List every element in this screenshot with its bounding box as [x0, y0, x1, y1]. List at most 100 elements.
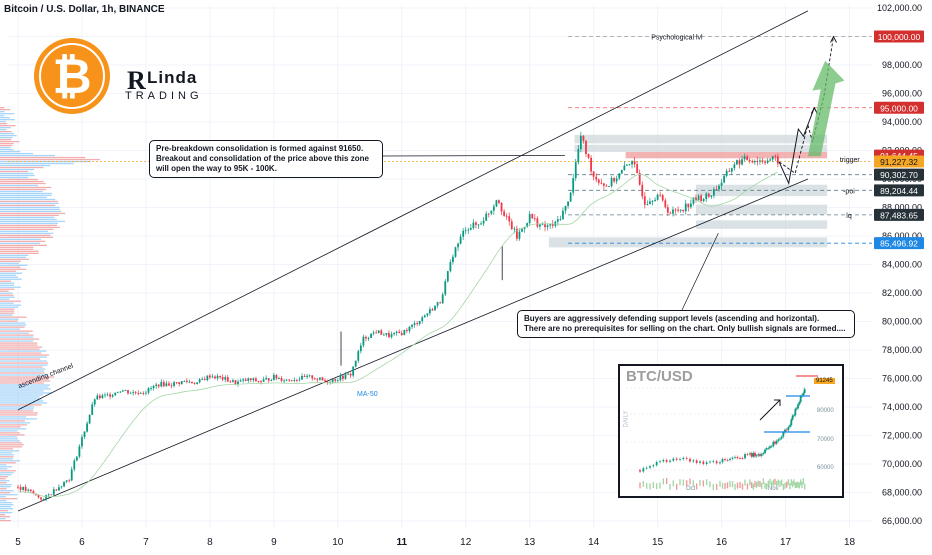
price-tag	[874, 184, 924, 197]
candle-body	[86, 423, 88, 432]
profile-bar	[0, 494, 18, 496]
candle-body	[249, 378, 252, 381]
candle-body	[388, 333, 390, 338]
profile-bar	[0, 136, 13, 139]
profile-bar	[0, 280, 11, 282]
annotation-label: MA-50	[357, 391, 378, 398]
candle-body	[736, 160, 738, 165]
profile-bar	[0, 516, 11, 518]
profile-bar	[0, 412, 38, 414]
candle-body	[654, 199, 656, 201]
candle-body	[723, 175, 726, 183]
inset-volume	[662, 478, 665, 485]
profile-bar	[0, 306, 19, 308]
liquidity-zone-1	[695, 204, 828, 215]
candle-body	[47, 494, 50, 496]
profile-bar	[0, 510, 9, 512]
candle-body	[610, 178, 613, 187]
y-tick-label: 80,000.00	[882, 317, 922, 327]
candle-body	[638, 173, 641, 185]
inset-candle	[799, 396, 802, 403]
inset-candle	[772, 441, 775, 447]
profile-bar	[0, 260, 21, 262]
candle-body	[229, 381, 232, 383]
profile-bar	[0, 234, 51, 237]
inset-volume	[757, 480, 760, 487]
candle-body	[669, 212, 672, 214]
profile-bar	[0, 350, 47, 352]
profile-bar	[0, 246, 34, 248]
price-tag-label: 90,302.70	[880, 170, 918, 180]
candle-body	[608, 186, 610, 187]
profile-bar	[0, 212, 66, 215]
candle-body	[73, 460, 76, 470]
candle-body	[52, 489, 55, 495]
price-axis: 66,000.00 68,000.00 70,000.00 72,000.00 74,0…	[872, 0, 932, 550]
candle-body	[262, 379, 265, 382]
inset-volume	[739, 481, 741, 488]
profile-bar	[0, 518, 6, 520]
inset-candle	[642, 468, 645, 472]
inset-candle	[802, 392, 805, 396]
profile-bar	[0, 406, 34, 408]
profile-bar	[0, 232, 54, 235]
inset-volume	[780, 479, 783, 486]
inset-arrow-icon	[759, 399, 781, 421]
inset-candle	[665, 459, 668, 462]
callout-line: Pre-breakdown consolidation is formed ag…	[156, 144, 364, 153]
inset-candle	[767, 448, 770, 449]
candle-body	[623, 165, 626, 170]
inset-volume	[724, 483, 726, 490]
candle-body	[523, 226, 526, 229]
profile-bar	[0, 214, 59, 217]
candle-body	[733, 164, 736, 169]
candle-body	[521, 228, 523, 232]
inset-candle	[645, 467, 648, 469]
profile-bar	[0, 332, 29, 334]
inset-volume	[744, 479, 746, 486]
profile-bar	[0, 154, 56, 157]
candle-body	[549, 223, 552, 226]
profile-bar	[0, 184, 39, 187]
profile-bar	[0, 434, 25, 436]
price-tag-label: 100,000.00	[878, 32, 921, 42]
candle-body	[503, 211, 506, 216]
profile-bar	[0, 276, 18, 278]
inset-candle	[785, 429, 788, 431]
candle-body	[679, 209, 682, 211]
profile-bar	[0, 488, 7, 490]
inset-volume	[659, 482, 661, 489]
candle-body	[585, 140, 587, 154]
candle-body	[516, 228, 518, 239]
candle-body	[285, 379, 288, 381]
profile-bar	[0, 204, 56, 207]
candle-body	[477, 224, 480, 226]
profile-bar	[0, 186, 52, 189]
inset-candle	[649, 466, 651, 468]
profile-bar	[0, 224, 58, 227]
y-tick-label: 68,000.00	[882, 488, 922, 498]
profile-bar	[0, 364, 48, 366]
profile-bar	[0, 230, 48, 233]
candle-body	[539, 224, 541, 227]
inset-candle	[750, 453, 753, 457]
inset-volume	[750, 482, 753, 489]
candle-body	[600, 182, 603, 184]
x-tick-label: 10	[332, 537, 344, 548]
inset-candle	[765, 448, 768, 450]
profile-bar	[0, 142, 14, 145]
inset-candle	[724, 459, 726, 460]
candle-body	[480, 223, 482, 225]
candle-body	[730, 168, 733, 172]
profile-bar	[0, 250, 39, 252]
price-tag-label: 87,483.65	[880, 210, 918, 220]
profile-bar	[0, 322, 26, 324]
profile-bar	[0, 248, 34, 250]
candle-body	[769, 159, 772, 161]
candle-body	[375, 332, 378, 334]
inset-candle	[770, 446, 773, 447]
profile-bar	[0, 326, 25, 328]
projection-paths	[377, 35, 845, 311]
profile-bar	[0, 138, 12, 141]
